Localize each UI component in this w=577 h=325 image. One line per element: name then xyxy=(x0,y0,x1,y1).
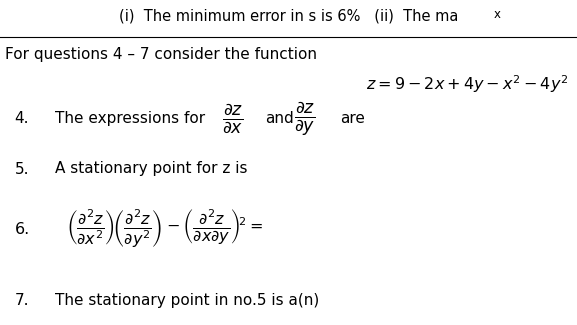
Text: are: are xyxy=(340,111,365,126)
Text: $z = 9 - 2x + 4y - x^2 - 4y^2$: $z = 9 - 2x + 4y - x^2 - 4y^2$ xyxy=(366,73,568,95)
Text: $\dfrac{\partial z}{\partial x}$: $\dfrac{\partial z}{\partial x}$ xyxy=(222,102,243,136)
Text: x: x xyxy=(493,8,500,21)
Text: 6.: 6. xyxy=(14,222,29,237)
Text: $\dfrac{\partial z}{\partial y}$: $\dfrac{\partial z}{\partial y}$ xyxy=(294,99,316,138)
Text: $\left(\dfrac{\partial^2 z}{\partial x^2}\right)\!\left(\dfrac{\partial^2 z}{\pa: $\left(\dfrac{\partial^2 z}{\partial x^2… xyxy=(66,208,264,251)
Text: and: and xyxy=(265,111,294,126)
Text: The stationary point in no.5 is a(n): The stationary point in no.5 is a(n) xyxy=(55,293,319,308)
Text: For questions 4 – 7 consider the function: For questions 4 – 7 consider the functio… xyxy=(5,47,317,62)
Text: A stationary point for z is: A stationary point for z is xyxy=(55,162,248,176)
Text: 5.: 5. xyxy=(14,162,29,176)
Text: 7.: 7. xyxy=(14,293,29,308)
Text: (i)  The minimum error in s is 6%   (ii)  The ma: (i) The minimum error in s is 6% (ii) Th… xyxy=(119,8,458,23)
Text: 4.: 4. xyxy=(14,111,29,126)
Text: The expressions for: The expressions for xyxy=(55,111,210,126)
